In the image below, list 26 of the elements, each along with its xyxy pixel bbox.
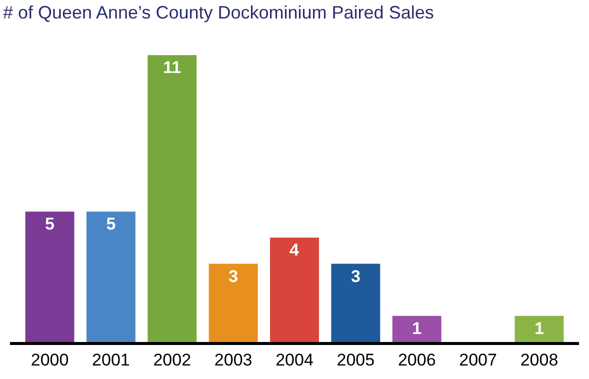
x-tick-label: 2006 bbox=[398, 350, 436, 370]
data-label: 1 bbox=[412, 318, 422, 338]
bar bbox=[331, 264, 380, 342]
x-tick-label: 2003 bbox=[214, 350, 252, 370]
bar bbox=[514, 316, 564, 342]
bar bbox=[25, 212, 74, 342]
bar bbox=[392, 316, 442, 342]
bar bbox=[208, 264, 258, 342]
x-tick-label: 2005 bbox=[336, 350, 375, 370]
x-tick-label: 2004 bbox=[276, 350, 314, 370]
data-label: 1 bbox=[534, 318, 544, 338]
chart-title: # of Queen Anne’s County Dockominium Paired Sales bbox=[2, 2, 434, 22]
bar bbox=[148, 55, 197, 342]
x-tick-label: 2007 bbox=[459, 350, 497, 370]
data-label: 5 bbox=[106, 214, 116, 234]
data-label: 5 bbox=[45, 214, 55, 234]
bar bbox=[86, 212, 136, 342]
x-tick-label: 2008 bbox=[520, 350, 558, 370]
data-label: 3 bbox=[228, 266, 238, 286]
x-tick-label: 2001 bbox=[92, 350, 130, 370]
x-tick-label: 2000 bbox=[30, 350, 69, 370]
x-tick-label: 2002 bbox=[153, 350, 192, 370]
data-label: 4 bbox=[290, 240, 300, 260]
data-label: 11 bbox=[163, 58, 182, 78]
bar bbox=[270, 238, 319, 342]
data-label: 3 bbox=[350, 266, 360, 286]
